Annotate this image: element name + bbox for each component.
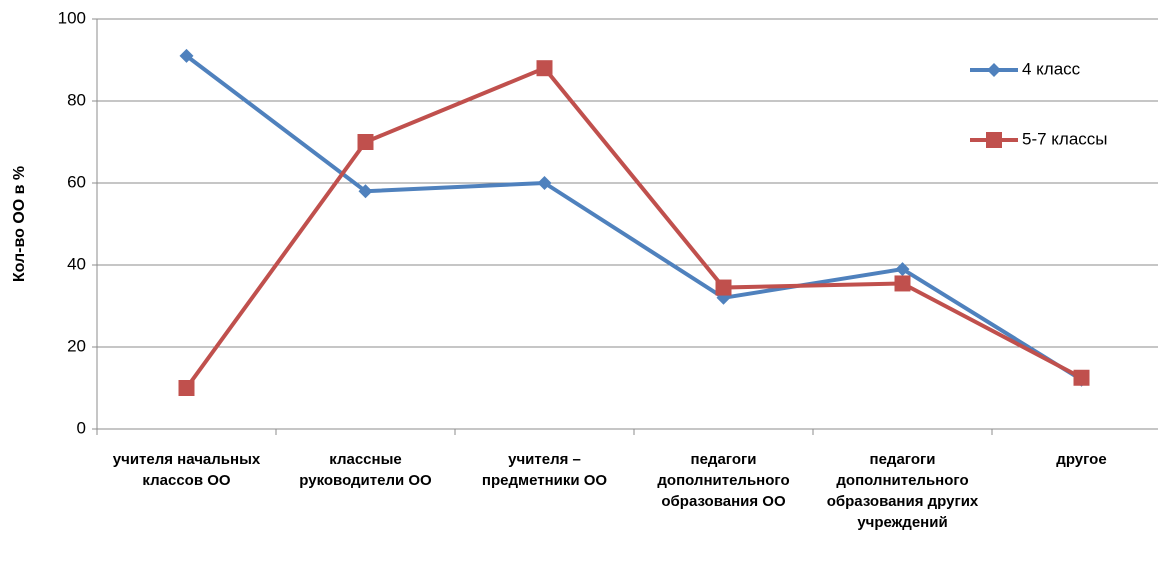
series-line xyxy=(184,65,1083,390)
series-line xyxy=(185,54,1083,382)
data-point xyxy=(179,48,194,63)
data-point xyxy=(715,279,732,296)
x-tick-label: другое xyxy=(1056,451,1107,468)
x-tick-label: классные руководители ОО xyxy=(299,451,432,489)
x-tick-label: педагоги дополнительного образования дру… xyxy=(826,451,979,531)
data-point xyxy=(895,262,910,277)
data-point xyxy=(178,380,195,396)
legend-marker xyxy=(987,63,1001,77)
data-point xyxy=(358,184,373,199)
y-axis-label: Кол-во ОО в % xyxy=(11,166,28,282)
x-tick-label: учителя начальных классов ОО xyxy=(112,451,261,489)
y-tick-label: 40 xyxy=(67,254,86,273)
data-point xyxy=(894,275,911,292)
data-point xyxy=(537,176,552,190)
y-tick-label: 100 xyxy=(58,8,86,27)
y-tick-label: 60 xyxy=(67,172,86,191)
y-tick-label: 80 xyxy=(67,90,86,109)
x-tick-label: учителя – предметники ОО xyxy=(481,451,608,489)
y-tick-label: 20 xyxy=(67,336,86,355)
data-point xyxy=(1073,369,1090,386)
x-tick-label: педагоги дополнительного образования ОО xyxy=(657,451,790,510)
y-tick-label: 0 xyxy=(77,418,86,437)
data-point xyxy=(357,134,374,150)
legend-label: 5-7 классы xyxy=(1022,129,1108,148)
legend-label: 4 класс xyxy=(1022,59,1081,78)
legend-marker xyxy=(986,132,1002,148)
data-point xyxy=(536,60,553,77)
